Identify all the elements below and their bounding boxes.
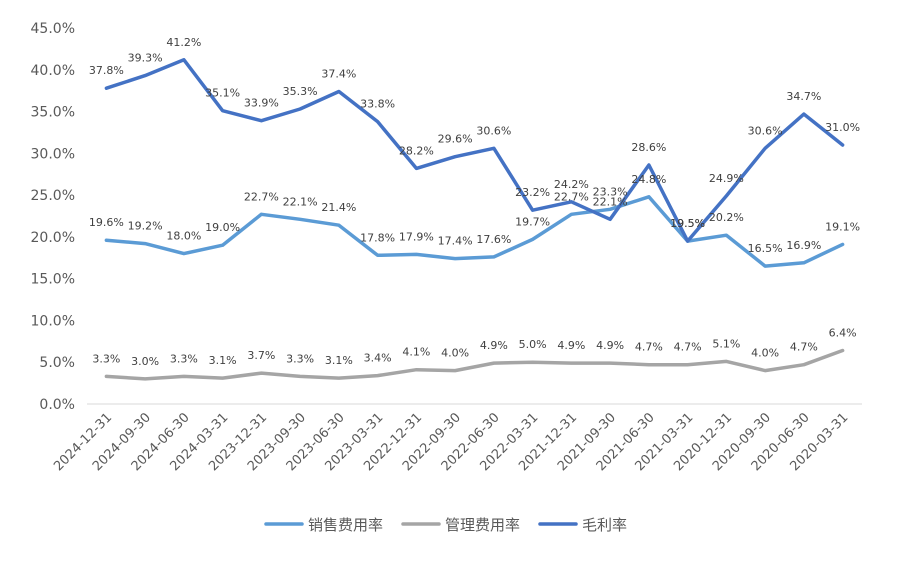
data-label: 19.5%: [670, 217, 705, 230]
data-label: 3.1%: [325, 354, 353, 367]
data-label: 3.7%: [247, 349, 275, 362]
data-label: 23.2%: [515, 186, 550, 199]
data-label: 30.6%: [476, 124, 511, 137]
data-label: 16.5%: [748, 242, 783, 255]
y-tick-label: 25.0%: [31, 188, 75, 204]
data-label: 19.6%: [89, 216, 124, 229]
data-label: 4.7%: [674, 341, 702, 354]
data-label: 37.8%: [89, 64, 124, 77]
series-line-0: [104, 195, 845, 268]
series-lines: [104, 58, 845, 381]
data-label: 16.9%: [786, 239, 821, 252]
data-label: 33.9%: [244, 97, 279, 110]
data-label: 31.0%: [825, 121, 860, 134]
data-label: 21.4%: [321, 201, 356, 214]
data-label: 3.1%: [209, 354, 237, 367]
y-tick-label: 35.0%: [31, 105, 75, 121]
data-label: 3.3%: [286, 352, 314, 365]
data-label: 6.4%: [829, 327, 857, 340]
data-label: 29.6%: [438, 133, 473, 146]
data-label: 4.1%: [402, 346, 430, 359]
x-axis: 2024-12-312024-09-302024-06-302024-03-31…: [51, 410, 851, 474]
data-label: 39.3%: [128, 52, 163, 65]
data-label: 17.9%: [399, 230, 434, 243]
data-label: 3.0%: [131, 355, 159, 368]
data-label: 35.3%: [283, 85, 318, 98]
data-label: 5.1%: [712, 337, 740, 350]
data-label: 17.6%: [476, 233, 511, 246]
data-label: 4.0%: [751, 347, 779, 360]
data-label: 19.0%: [205, 221, 240, 234]
data-label: 24.8%: [631, 173, 666, 186]
data-label: 22.7%: [554, 190, 589, 203]
data-label: 18.0%: [166, 230, 201, 243]
data-label: 22.1%: [593, 195, 628, 208]
series-line-1: [104, 348, 845, 381]
data-label: 24.9%: [709, 172, 744, 185]
y-tick-label: 30.0%: [31, 146, 75, 162]
y-tick-label: 15.0%: [31, 272, 75, 288]
data-label: 28.6%: [631, 141, 666, 154]
data-label: 22.1%: [283, 195, 318, 208]
data-label: 19.5%: [670, 217, 705, 230]
data-label: 33.8%: [360, 98, 395, 111]
data-label: 4.7%: [790, 341, 818, 354]
data-label: 3.3%: [170, 352, 198, 365]
data-label: 4.9%: [557, 339, 585, 352]
legend: 销售费用率 管理费用率 毛利率: [264, 516, 627, 534]
data-label: 35.1%: [205, 87, 240, 100]
y-tick-label: 10.0%: [31, 313, 75, 329]
data-label: 37.4%: [321, 68, 356, 81]
data-label: 3.4%: [364, 352, 392, 365]
data-label: 17.8%: [360, 231, 395, 244]
data-label: 28.2%: [399, 144, 434, 157]
y-tick-label: 45.0%: [31, 21, 75, 37]
y-tick-label: 40.0%: [31, 63, 75, 79]
data-label: 19.2%: [128, 220, 163, 233]
legend-label: 毛利率: [582, 516, 627, 534]
data-label: 24.2%: [554, 178, 589, 191]
data-label: 30.6%: [748, 124, 783, 137]
data-label: 34.7%: [786, 90, 821, 103]
data-label: 5.0%: [519, 338, 547, 351]
data-label: 22.7%: [244, 190, 279, 203]
data-label: 19.7%: [515, 215, 550, 228]
data-label: 3.3%: [92, 352, 120, 365]
data-label: 17.4%: [438, 235, 473, 248]
data-label: 20.2%: [709, 211, 744, 224]
data-labels: 19.6% 19.2%18.0%19.0%22.7% 22.1% 21.4%17.8%…: [89, 36, 860, 368]
data-label: 23.3%: [593, 185, 628, 198]
y-tick-label: 0.0%: [39, 397, 75, 413]
data-label: 4.9%: [480, 339, 508, 352]
data-label: 4.7%: [635, 341, 663, 354]
series-line-2: [104, 58, 845, 243]
data-label: 4.0%: [441, 347, 469, 360]
data-label: 19.1%: [825, 220, 860, 233]
legend-label: 销售费用率: [308, 516, 383, 534]
y-tick-label: 20.0%: [31, 230, 75, 246]
legend-label: 管理费用率: [445, 516, 520, 534]
data-label: 4.9%: [596, 339, 624, 352]
y-axis: 0.0% 5.0% 10.0% 15.0% 20.0% 25.0% 30.0% 35.0% 40…: [31, 21, 75, 413]
y-tick-label: 5.0%: [39, 355, 75, 371]
data-label: 41.2%: [166, 36, 201, 49]
